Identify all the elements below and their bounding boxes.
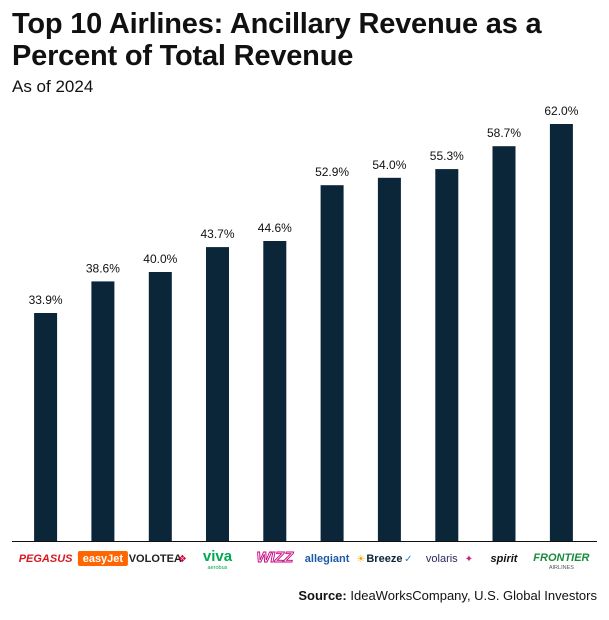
data-label-7: 55.3% [430, 149, 464, 163]
data-label-2: 40.0% [143, 252, 177, 266]
tick-logo-7: volaris ✦ [426, 553, 473, 565]
data-label-4: 44.6% [258, 221, 292, 235]
bar-9 [549, 124, 573, 541]
bar-0 [34, 313, 58, 541]
tick-logo-mark-7: ✦ [465, 554, 473, 565]
data-label-0: 33.9% [29, 293, 63, 307]
tick-logo-8: spirit [491, 553, 519, 565]
tick-label-3: viva [203, 548, 233, 565]
tick-label-9: FRONTIER [533, 552, 589, 564]
bar-1 [91, 281, 115, 541]
tick-logo-2: VOLOTEA❖ [129, 553, 187, 565]
bar-6 [377, 177, 401, 542]
bar-5 [320, 185, 344, 541]
tick-label-5: allegiant [305, 553, 350, 565]
tick-logo-mark-2: ❖ [178, 554, 187, 565]
tick-logo-1: easyJet [77, 551, 128, 566]
tick-logo-4: WIZZ [256, 549, 294, 567]
tick-logo-mark-5: ☀ [356, 554, 365, 565]
bar-2 [148, 272, 172, 541]
tick-logo-bg-1 [77, 551, 128, 566]
tick-logo-5: allegiant ☀ [305, 553, 366, 565]
data-label-9: 62.0% [544, 104, 578, 118]
data-label-3: 43.7% [200, 227, 234, 241]
tick-logo-sub-3: aerobus [208, 565, 228, 571]
source-label: Source: [298, 588, 347, 603]
chart-title: Top 10 Airlines: Ancillary Revenue as a … [12, 8, 542, 72]
bar-4 [263, 241, 287, 541]
tick-label-8: spirit [491, 553, 519, 565]
source-text: IdeaWorksCompany, U.S. Global Investors [350, 588, 597, 603]
tick-logo-6: Breeze ✓ [366, 553, 412, 565]
source-note: Source: IdeaWorksCompany, U.S. Global In… [298, 588, 597, 603]
tick-label-2: VOLOTEA [129, 553, 182, 565]
data-label-5: 52.9% [315, 165, 349, 179]
tick-label-6: Breeze [366, 553, 402, 565]
bar-7 [435, 169, 459, 541]
data-label-8: 58.7% [487, 126, 521, 140]
bar-8 [492, 146, 516, 541]
tick-label-1: easyJet [83, 553, 124, 565]
tick-label-0: PEGASUS [19, 553, 73, 565]
tick-logo-0: PEGASUS [19, 553, 73, 565]
bar-3 [206, 247, 229, 541]
tick-logo-mark-6: ✓ [404, 554, 412, 565]
tick-logo-sub-9: AIRLINES [549, 565, 574, 571]
data-label-6: 54.0% [372, 158, 406, 172]
chart-subtitle: As of 2024 [12, 77, 94, 96]
tick-label-4: WIZZ [256, 549, 293, 566]
data-label-1: 38.6% [86, 261, 120, 275]
tick-label-7: volaris [426, 553, 458, 565]
